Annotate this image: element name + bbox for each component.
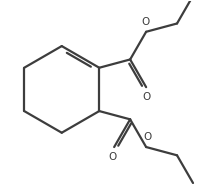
Text: O: O	[108, 152, 116, 162]
Text: O: O	[142, 92, 150, 102]
Text: O: O	[143, 132, 151, 142]
Text: O: O	[141, 17, 149, 27]
